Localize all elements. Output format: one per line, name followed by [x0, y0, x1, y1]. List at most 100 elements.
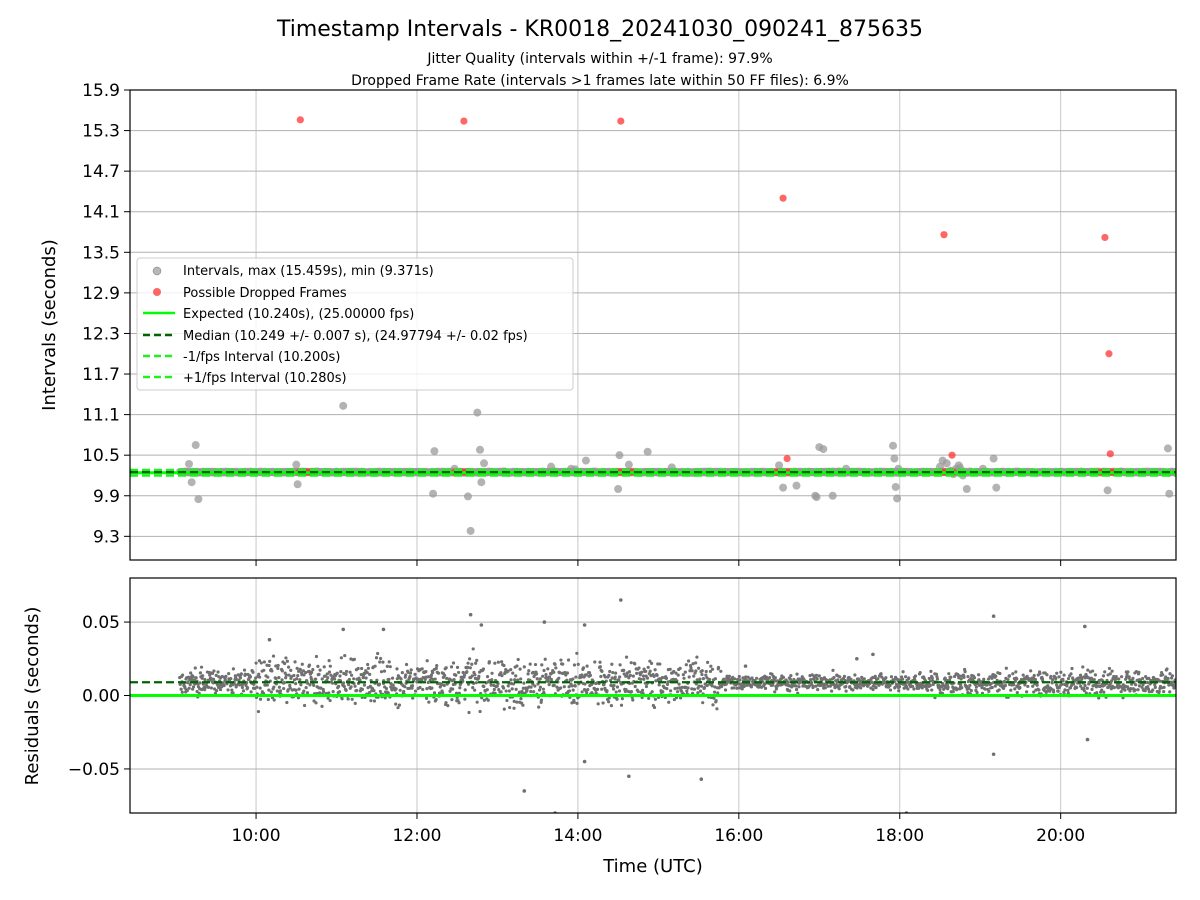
residual-point	[997, 688, 1001, 692]
residual-point	[310, 670, 314, 674]
residual-point	[1050, 681, 1054, 685]
residual-point	[489, 683, 493, 687]
residual-point	[562, 685, 566, 689]
residual-point	[702, 686, 707, 690]
residual-point	[1152, 676, 1156, 681]
residual-point	[506, 684, 510, 688]
residual-point	[288, 683, 292, 688]
residual-point	[458, 682, 462, 687]
residual-point	[897, 689, 901, 693]
residual-point	[218, 687, 223, 692]
residual-point	[433, 677, 437, 681]
residual-point	[1057, 675, 1061, 679]
residual-point	[477, 674, 481, 678]
residual-point	[541, 687, 546, 691]
residual-point	[529, 685, 533, 689]
residual-point	[487, 660, 491, 664]
interval-outlier-point	[792, 481, 801, 490]
residual-point	[317, 672, 321, 676]
residual-point	[450, 698, 454, 702]
interval-outlier-point	[194, 495, 203, 504]
residual-point	[241, 682, 245, 686]
legend-label-dropped: Possible Dropped Frames	[183, 286, 347, 301]
residual-point	[906, 687, 910, 691]
residual-point	[331, 690, 335, 694]
residual-point	[458, 686, 462, 690]
residual-point	[615, 685, 620, 689]
residual-point	[1063, 688, 1067, 692]
intervals-x-ticks	[255, 560, 1062, 566]
residual-point	[436, 671, 441, 675]
residual-point	[319, 686, 323, 690]
residual-point	[874, 685, 878, 690]
residual-outlier-point	[743, 664, 748, 668]
residual-point	[543, 657, 547, 661]
residual-point	[659, 678, 663, 682]
residual-point	[528, 662, 532, 666]
residual-point	[413, 672, 417, 676]
legend-label-plus-fps: +1/fps Interval (10.280s)	[183, 371, 347, 386]
residual-point	[1102, 690, 1106, 694]
residual-point	[969, 688, 973, 693]
interval-outlier-point	[466, 526, 475, 535]
residual-point	[862, 677, 866, 681]
residual-point	[789, 674, 793, 678]
residual-point	[267, 688, 271, 692]
residual-point	[553, 662, 557, 666]
residual-point	[203, 677, 207, 682]
residual-point	[706, 660, 710, 664]
residual-point	[441, 691, 445, 695]
residual-point	[611, 670, 615, 675]
residual-point	[586, 687, 590, 692]
residual-point	[188, 683, 192, 687]
residual-outlier-point	[991, 752, 996, 757]
residual-point	[607, 700, 611, 704]
residual-point	[180, 690, 184, 694]
x-tick-label: 10:00	[232, 826, 281, 846]
residual-point	[538, 677, 542, 681]
residual-point	[711, 703, 715, 707]
residual-point	[340, 697, 344, 701]
residual-point	[302, 703, 307, 708]
residual-point	[241, 689, 246, 693]
residual-point	[567, 689, 572, 693]
residual-point	[1003, 680, 1007, 684]
residual-point	[396, 706, 400, 710]
residual-point	[692, 687, 696, 691]
residual-point	[641, 674, 646, 678]
residual-point	[366, 666, 371, 670]
residuals-y-tick-label: −0.05	[68, 760, 120, 780]
residual-point	[367, 691, 372, 695]
residual-point	[223, 677, 227, 681]
residual-point	[633, 662, 637, 666]
residual-point	[857, 682, 862, 686]
residual-point	[633, 684, 637, 689]
residual-point	[972, 676, 977, 680]
residual-point	[400, 671, 404, 675]
intervals-y-tick-label: 14.1	[82, 203, 120, 223]
residual-point	[615, 697, 619, 701]
intervals-y-axis-label: Intervals (seconds)	[39, 239, 60, 411]
residual-point	[429, 673, 434, 677]
residual-point	[346, 697, 350, 701]
residual-point	[596, 702, 600, 706]
residual-point	[198, 681, 202, 685]
residual-point	[224, 674, 228, 678]
residual-point	[648, 669, 652, 673]
residual-point	[461, 670, 465, 675]
residual-point	[705, 676, 709, 680]
residual-point	[627, 670, 632, 674]
residual-point	[817, 674, 821, 678]
residual-point	[437, 691, 442, 695]
residual-point	[1046, 684, 1050, 688]
residual-point	[602, 682, 606, 687]
residual-point	[1029, 669, 1033, 673]
residual-point	[719, 669, 723, 673]
residual-point	[492, 687, 496, 692]
residual-point	[398, 688, 402, 692]
residual-point	[614, 671, 618, 675]
residual-point	[285, 659, 289, 663]
residual-point	[1061, 679, 1065, 683]
residual-point	[262, 660, 266, 664]
residual-point	[307, 663, 312, 667]
